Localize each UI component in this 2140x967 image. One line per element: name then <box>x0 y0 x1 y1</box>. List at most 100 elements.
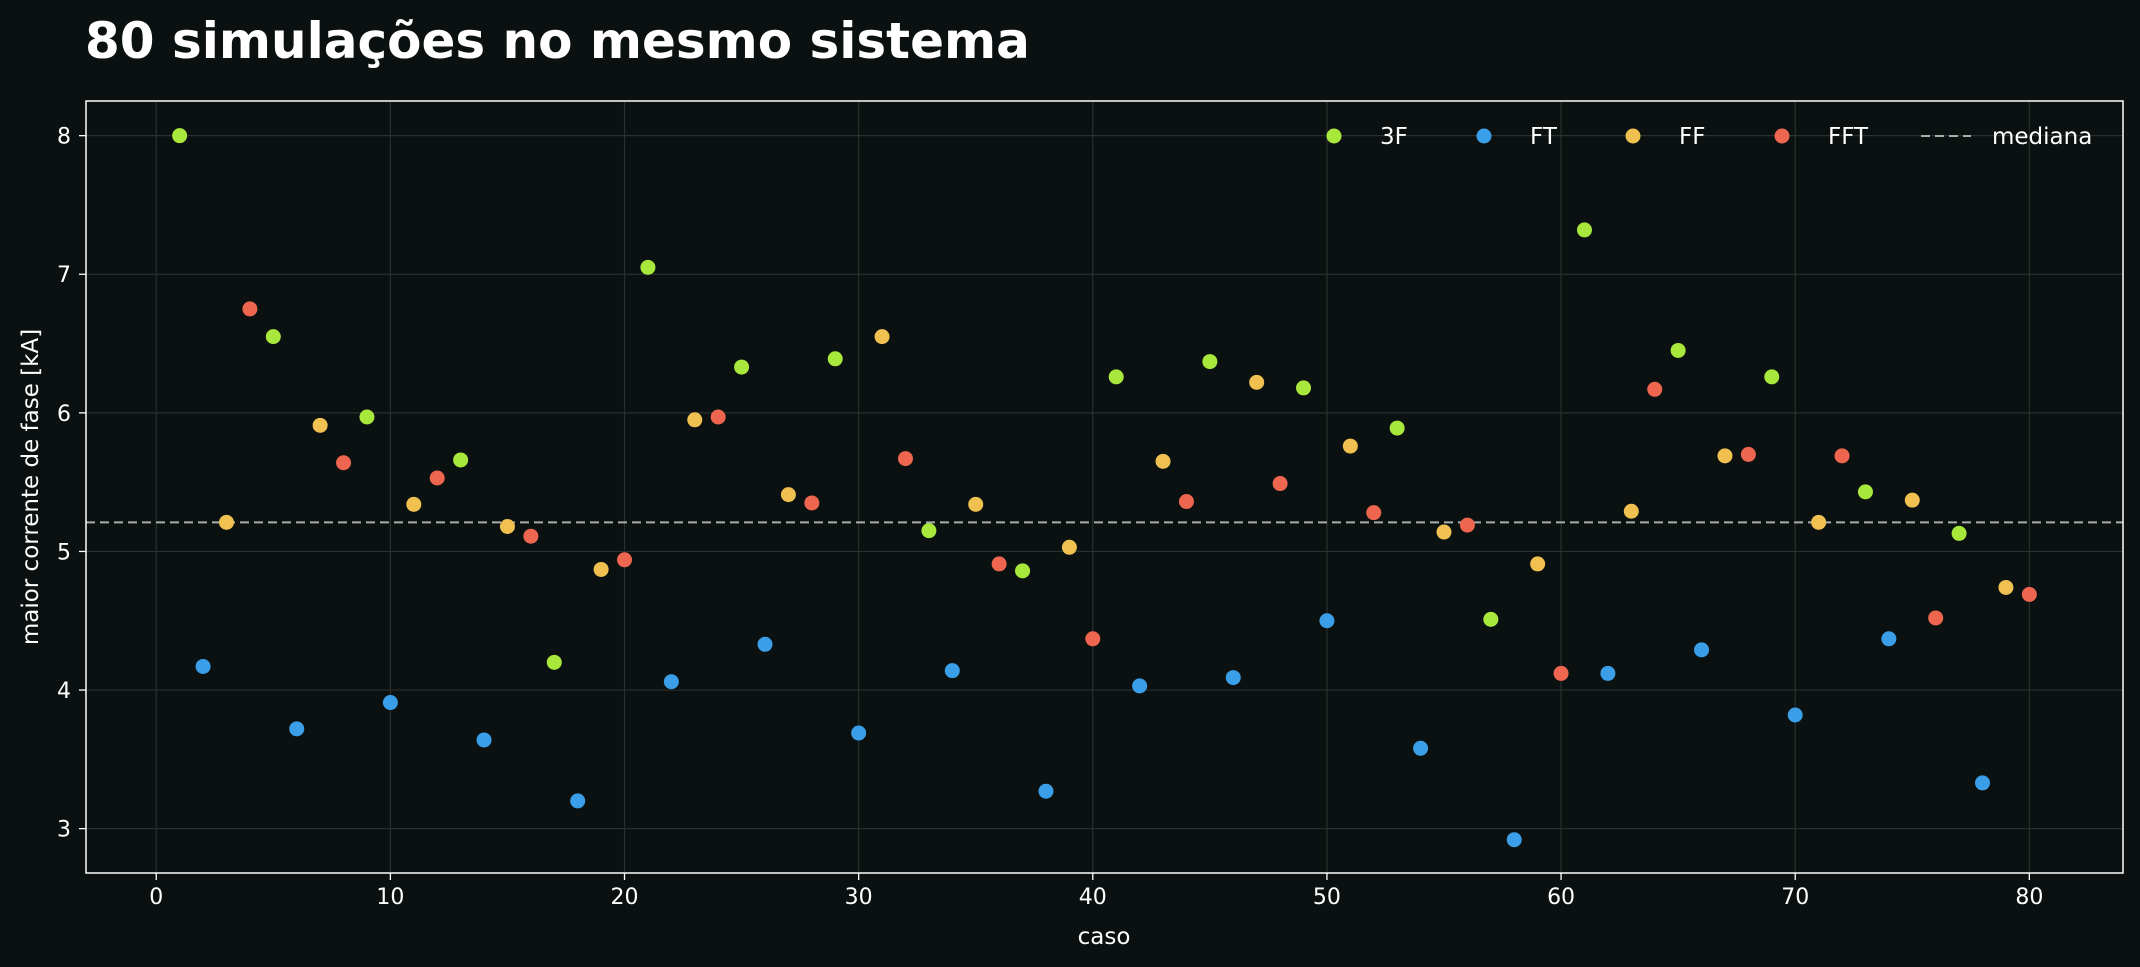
data-point-3f <box>1296 380 1312 396</box>
data-points <box>172 128 2037 848</box>
y-tick-label: 3 <box>57 818 71 843</box>
data-point-ff <box>1061 539 1077 555</box>
x-tick-label: 10 <box>376 885 404 910</box>
y-axis-label: maior corrente de fase [kA] <box>18 329 44 645</box>
legend-label-mediana: mediana <box>1992 124 2092 150</box>
data-point-ff <box>1811 514 1827 530</box>
data-point-3f <box>827 351 843 367</box>
data-point-3f <box>359 409 375 425</box>
data-point-3f <box>1483 611 1499 627</box>
data-point-ff <box>1155 453 1171 469</box>
data-point-ft <box>1225 670 1241 686</box>
x-tick-label: 70 <box>1781 885 1809 910</box>
data-point-3f <box>1202 354 1218 370</box>
data-point-ff <box>1717 448 1733 464</box>
legend-label-fft: FFT <box>1828 124 1869 150</box>
data-point-ft <box>757 636 773 652</box>
x-tick-label: 20 <box>611 885 639 910</box>
legend-label-3f: 3F <box>1380 124 1408 150</box>
data-point-3f <box>546 654 562 670</box>
data-point-ft <box>1413 740 1429 756</box>
data-point-ff <box>968 496 984 512</box>
data-point-fft <box>991 556 1007 572</box>
plot-area <box>86 101 2123 873</box>
data-point-fft <box>1553 665 1569 681</box>
data-point-ff <box>1342 438 1358 454</box>
data-point-fft <box>1366 505 1382 521</box>
data-point-3f <box>1951 525 1967 541</box>
x-tick-label: 80 <box>2015 885 2043 910</box>
x-tick-label: 30 <box>845 885 873 910</box>
legend-marker-3f <box>1326 128 1342 144</box>
legend-marker-ff <box>1625 128 1641 144</box>
data-point-3f <box>1015 563 1031 579</box>
y-tick-label: 5 <box>57 540 71 565</box>
data-point-3f <box>172 128 188 144</box>
data-point-ft <box>570 793 586 809</box>
y-tick-label: 6 <box>57 402 71 427</box>
data-point-3f <box>1857 484 1873 500</box>
data-point-ft <box>476 732 492 748</box>
data-point-ff <box>1623 503 1639 519</box>
chart-title: 80 simulações no mesmo sistema <box>85 12 1030 70</box>
data-point-fft <box>2021 586 2037 602</box>
data-point-fft <box>710 409 726 425</box>
data-point-fft <box>1459 517 1475 533</box>
y-tick-label: 7 <box>57 263 71 288</box>
data-point-ff <box>593 561 609 577</box>
data-point-ff <box>1436 524 1452 540</box>
data-point-fft <box>1085 631 1101 647</box>
data-point-3f <box>265 329 281 345</box>
data-point-ft <box>195 658 211 674</box>
data-point-ft <box>944 663 960 679</box>
plot-frame <box>85 100 2124 874</box>
legend-label-ff: FF <box>1679 124 1705 150</box>
legend: 3F FT FF FFT mediana <box>1326 124 2092 150</box>
data-point-fft <box>1178 494 1194 510</box>
series-fft <box>242 301 2037 681</box>
data-point-ft <box>1975 775 1991 791</box>
series-ff <box>218 329 2014 595</box>
data-point-3f <box>640 259 656 275</box>
data-point-ff <box>780 487 796 503</box>
data-point-ff <box>874 329 890 345</box>
series-ft <box>195 613 1991 848</box>
y-axis-ticks: 3 4 5 6 7 8 <box>57 125 86 843</box>
data-point-fft <box>1834 448 1850 464</box>
data-point-ft <box>382 695 398 711</box>
data-point-ft <box>289 721 305 737</box>
data-point-fft <box>897 451 913 467</box>
legend-label-ft: FT <box>1530 124 1558 150</box>
legend-marker-ft <box>1476 128 1492 144</box>
legend-marker-fft <box>1774 128 1790 144</box>
data-point-fft <box>1272 476 1288 492</box>
data-point-ff <box>406 496 422 512</box>
x-tick-label: 50 <box>1313 885 1341 910</box>
data-point-ff <box>1904 492 1920 508</box>
y-tick-label: 4 <box>57 679 71 704</box>
x-tick-label: 0 <box>149 885 163 910</box>
series-3f <box>172 128 1967 670</box>
data-point-fft <box>1928 610 1944 626</box>
data-point-ff <box>499 519 515 535</box>
data-point-fft <box>336 455 352 471</box>
data-point-fft <box>429 470 445 486</box>
data-point-ft <box>663 674 679 690</box>
data-point-3f <box>1764 369 1780 385</box>
data-point-ft <box>1038 783 1054 799</box>
data-point-3f <box>453 452 469 468</box>
data-point-ff <box>312 417 328 433</box>
data-point-ff <box>218 514 234 530</box>
x-tick-label: 40 <box>1079 885 1107 910</box>
data-point-3f <box>1670 342 1686 358</box>
data-point-3f <box>1108 369 1124 385</box>
data-point-3f <box>921 523 937 539</box>
data-point-fft <box>804 495 820 511</box>
data-point-fft <box>242 301 258 317</box>
data-point-ff <box>1249 374 1265 390</box>
data-point-fft <box>1740 446 1756 462</box>
x-axis-label: caso <box>1078 924 1131 950</box>
data-point-fft <box>523 528 539 544</box>
data-point-3f <box>1389 420 1405 436</box>
